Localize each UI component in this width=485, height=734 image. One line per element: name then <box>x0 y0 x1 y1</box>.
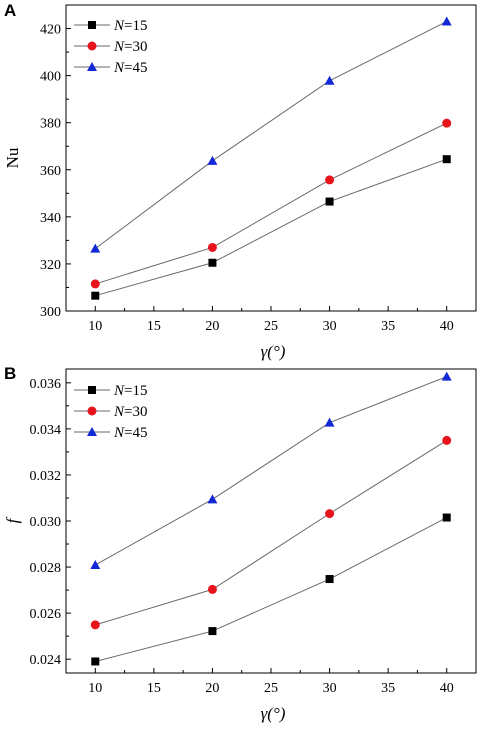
data-point <box>325 175 335 185</box>
legend-label: N=30 <box>113 39 147 55</box>
data-point <box>442 155 451 164</box>
series-line <box>95 376 447 566</box>
x-axis-label: γ(°) <box>261 342 286 361</box>
data-point <box>441 371 452 381</box>
y-tick-label: 0.032 <box>30 469 62 484</box>
data-point <box>325 197 334 206</box>
data-point <box>442 513 451 522</box>
x-tick-label: 10 <box>88 319 102 334</box>
series-line <box>94 21 447 250</box>
panel-a-letter: A <box>4 1 16 20</box>
x-tick-label: 30 <box>323 681 337 696</box>
legend-marker <box>88 21 96 29</box>
x-axis-label: γ(°) <box>261 704 286 723</box>
data-point <box>208 627 217 636</box>
data-point <box>324 417 335 427</box>
y-tick-label: 360 <box>40 164 61 179</box>
data-point <box>91 657 100 666</box>
legend-marker <box>87 406 97 416</box>
series-line <box>95 158 447 297</box>
legend-label: N=30 <box>113 404 147 420</box>
x-tick-label: 25 <box>264 319 278 334</box>
series-line <box>95 439 447 626</box>
y-tick-label: 380 <box>40 117 61 132</box>
y-tick-label: 400 <box>40 70 61 85</box>
panel-b-letter: B <box>4 364 16 383</box>
legend-label: N=45 <box>113 60 147 76</box>
data-point <box>207 155 218 165</box>
data-point <box>325 575 334 584</box>
data-point <box>90 279 100 289</box>
x-tick-label: 20 <box>205 319 219 334</box>
y-tick-label: 0.030 <box>30 515 62 530</box>
data-point <box>208 258 217 267</box>
legend-label: N=45 <box>113 425 147 441</box>
data-point <box>442 118 452 128</box>
data-point <box>207 494 218 504</box>
panel-a: A 10 15 20 25 30 35 40 300 320 340 360 380 400 420 γ(°… <box>3 1 477 361</box>
x-tick-label: 30 <box>323 319 337 334</box>
y-tick-label: 320 <box>40 258 61 273</box>
x-tick-label: 35 <box>381 319 395 334</box>
y-tick-label: 0.026 <box>30 607 62 622</box>
data-point <box>325 509 335 519</box>
x-tick-label: 15 <box>147 681 161 696</box>
series-line <box>95 517 447 662</box>
x-tick-label: 40 <box>440 319 454 334</box>
data-point <box>441 16 452 26</box>
y-tick-label: 340 <box>40 211 61 226</box>
legend-label: N=15 <box>113 18 147 34</box>
data-point <box>91 291 100 300</box>
data-point <box>442 435 452 445</box>
panel-b: B 10 15 20 25 30 35 40 0.024 0.026 0.028 0.030 0.03… <box>3 364 477 723</box>
legend-marker <box>87 427 97 436</box>
x-tick-label: 10 <box>88 681 102 696</box>
data-point <box>90 620 100 630</box>
y-tick-label: 300 <box>40 305 61 320</box>
x-tick-label: 25 <box>264 681 278 696</box>
x-tick-label: 20 <box>205 681 219 696</box>
legend-marker <box>87 41 97 51</box>
y-tick-label: 0.036 <box>30 377 62 392</box>
data-point <box>207 242 217 252</box>
data-point <box>90 243 101 253</box>
data-point <box>324 75 335 85</box>
legend-marker <box>87 62 97 71</box>
data-point <box>90 559 101 569</box>
y-axis-label: f <box>3 516 22 523</box>
y-tick-label: 0.034 <box>30 423 62 438</box>
y-tick-label: 0.028 <box>30 561 62 576</box>
x-tick-label: 35 <box>381 681 395 696</box>
series-line <box>95 122 447 285</box>
legend-label: N=15 <box>113 383 147 399</box>
data-point <box>207 584 217 594</box>
legend-marker <box>88 386 96 394</box>
y-tick-label: 0.024 <box>30 653 62 668</box>
x-tick-label: 15 <box>147 319 161 334</box>
x-tick-label: 40 <box>440 681 454 696</box>
y-axis-label: Nu <box>3 147 22 168</box>
y-tick-label: 420 <box>40 23 61 38</box>
